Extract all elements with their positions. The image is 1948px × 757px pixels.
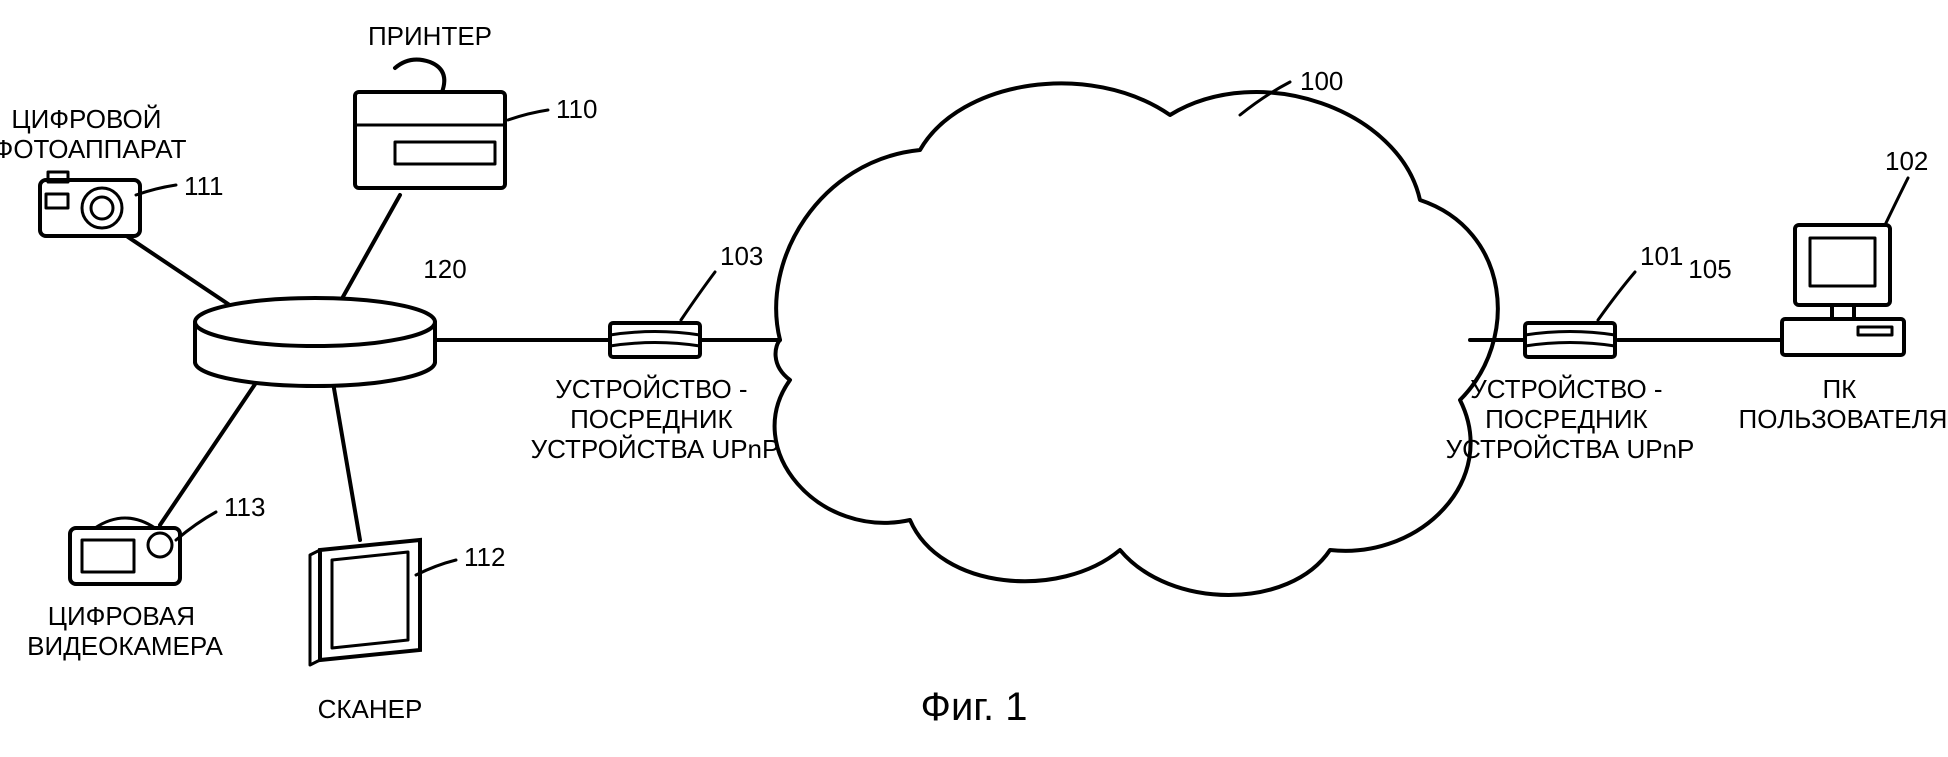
title-camera: ЦИФРОВОЙ ФОТОАППАРАТ (0, 104, 187, 164)
cloud (775, 83, 1498, 595)
ref-100: 100 (1300, 66, 1343, 96)
ref-103: 103 (720, 241, 763, 271)
scanner-body (320, 540, 420, 660)
printer-body (355, 92, 505, 188)
hub (195, 298, 435, 386)
pc-neck (1832, 305, 1854, 319)
camcorder (70, 518, 180, 584)
ref-102: 102 (1885, 146, 1928, 176)
scanner (310, 540, 420, 665)
ref-112: 112 (464, 542, 505, 572)
label-proxy-right: УСТРОЙСТВО - ПОСРЕДНИК УСТРОЙСТВА UPnP (1446, 374, 1695, 464)
ref-113: 113 (224, 492, 265, 522)
leader-113 (176, 512, 216, 540)
proxy-left (610, 323, 700, 357)
edge-hub-scanner (330, 365, 360, 540)
figure-title: Фиг. 1 (921, 685, 1028, 729)
leader-102 (1885, 178, 1908, 225)
pc-base (1782, 319, 1904, 355)
diagram-root: 100 103 101 102 110 111 112 113 120 105 … (0, 0, 1948, 757)
title-scanner: СКАНЕР (318, 694, 423, 724)
camera (40, 172, 140, 236)
cloud-shape (775, 83, 1498, 595)
printer (355, 60, 505, 188)
proxy-left-body (610, 323, 700, 357)
hub-top (195, 298, 435, 346)
pc (1782, 225, 1904, 355)
ref-120: 120 (423, 254, 466, 284)
proxy-right-body (1525, 323, 1615, 357)
ref-101: 101 (1640, 241, 1683, 271)
label-pc: ПК ПОЛЬЗОВАТЕЛЯ (1739, 374, 1948, 434)
printer-paper (395, 60, 444, 92)
proxy-right (1525, 323, 1615, 357)
camera-flash (48, 172, 68, 182)
leader-100 (1240, 82, 1290, 115)
title-printer: ПРИНТЕР (368, 21, 492, 51)
ref-110: 110 (556, 94, 597, 124)
label-proxy-left: УСТРОЙСТВО - ПОСРЕДНИК УСТРОЙСТВА UPnP (531, 374, 780, 464)
leader-110 (508, 110, 548, 120)
leader-101 (1598, 272, 1635, 320)
ref-111: 111 (184, 171, 224, 201)
title-camcorder: ЦИФРОВАЯ ВИДЕОКАМЕРА (27, 601, 223, 661)
ref-105: 105 (1688, 254, 1731, 284)
leader-103 (681, 272, 715, 320)
